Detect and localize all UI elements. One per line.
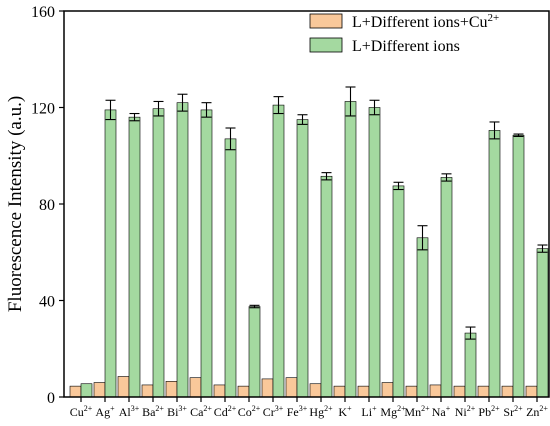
error-bar-mn bbox=[417, 225, 428, 251]
bar-ions-li bbox=[368, 107, 381, 398]
bar-ions-co bbox=[248, 306, 261, 398]
bar-ions-fe bbox=[296, 119, 309, 398]
bar-cu-fe bbox=[285, 377, 298, 398]
bar-ions-na bbox=[440, 177, 453, 398]
bar-cu-sr bbox=[501, 385, 514, 398]
bar-ions-k bbox=[344, 101, 357, 398]
error-bar-al bbox=[129, 112, 140, 122]
error-bar-k bbox=[345, 86, 356, 117]
x-tick-label-bi: Bi3+ bbox=[167, 404, 187, 419]
x-tick-label-al: Al3+ bbox=[119, 404, 140, 419]
error-bar-hg bbox=[321, 172, 332, 181]
legend-label-0: L+Different ions+Cu2+ bbox=[352, 12, 499, 31]
bar-ions-al bbox=[128, 116, 141, 398]
bar-ions-pb bbox=[488, 130, 501, 398]
error-bar-ag bbox=[105, 99, 116, 121]
bar-cu-k bbox=[333, 385, 346, 398]
x-tick-label-zn: Zn2+ bbox=[526, 404, 548, 419]
y-tick-label-2: 80 bbox=[39, 197, 55, 214]
bar-cu-mg bbox=[381, 382, 394, 398]
x-tick-label-ba: Ba2+ bbox=[142, 404, 164, 419]
bar-cu-ba bbox=[141, 384, 154, 398]
bar-cu-ca bbox=[189, 377, 202, 398]
bar-ions-ca bbox=[200, 109, 213, 398]
error-bar-pb bbox=[489, 121, 500, 140]
x-tick-label-k: K+ bbox=[338, 404, 352, 419]
bar-ions-ni bbox=[464, 332, 477, 398]
bar-cu-cu bbox=[69, 385, 82, 398]
bars-layer bbox=[69, 86, 549, 398]
error-bar-fe bbox=[297, 114, 308, 125]
bar-ions-mn bbox=[416, 237, 429, 398]
bar-cu-li bbox=[357, 385, 370, 398]
bar-ions-ba bbox=[152, 108, 165, 398]
error-bar-bi bbox=[177, 93, 188, 112]
bar-cu-co bbox=[237, 385, 250, 398]
x-tick-label-cu: Cu2+ bbox=[70, 404, 93, 419]
error-bar-ni bbox=[465, 326, 476, 340]
bar-cu-cr bbox=[261, 378, 274, 398]
error-bar-ba bbox=[153, 100, 164, 117]
x-tick-label-sr: Sr2+ bbox=[503, 404, 523, 419]
x-tick-label-mn: Mn2+ bbox=[404, 404, 430, 419]
y-tick-label-1: 40 bbox=[39, 294, 55, 311]
bar-ions-zn bbox=[536, 248, 549, 398]
error-bar-ca bbox=[201, 102, 212, 118]
bar-ions-cu bbox=[80, 383, 93, 398]
x-tick-label-li: Li+ bbox=[361, 404, 377, 419]
bar-cu-al bbox=[117, 376, 130, 398]
legend-label-1: L+Different ions bbox=[352, 38, 460, 55]
bar-cu-pb bbox=[477, 385, 490, 398]
legend-swatch-1 bbox=[309, 37, 343, 53]
error-bar-mg bbox=[393, 181, 404, 191]
x-tick-label-na: Na+ bbox=[432, 404, 451, 419]
bar-cu-bi bbox=[165, 381, 178, 398]
y-tick-label-3: 120 bbox=[31, 101, 55, 118]
bar-ions-sr bbox=[512, 134, 525, 398]
error-bar-sr bbox=[513, 133, 524, 137]
legend-swatch-0 bbox=[309, 13, 343, 29]
bar-cu-na bbox=[429, 384, 442, 398]
x-tick-label-pb: Pb2+ bbox=[478, 404, 500, 419]
error-bar-li bbox=[369, 99, 380, 116]
error-bar-cr bbox=[273, 96, 284, 115]
bar-cu-hg bbox=[309, 383, 322, 398]
bar-cu-ni bbox=[453, 385, 466, 398]
y-tick-label-0: 0 bbox=[47, 390, 55, 407]
x-tick-label-cr: Cr3+ bbox=[263, 404, 284, 419]
x-tick-label-cd: Cd2+ bbox=[214, 404, 237, 419]
error-bar-zn bbox=[537, 244, 548, 253]
legend: L+Different ions+Cu2+ L+Different ions bbox=[309, 12, 499, 55]
x-tick-label-mg: Mg2+ bbox=[380, 404, 406, 419]
x-tick-label-fe: Fe3+ bbox=[287, 404, 308, 419]
bar-ions-bi bbox=[176, 102, 189, 398]
error-bar-co bbox=[249, 304, 260, 309]
x-tick-label-ni: Ni2+ bbox=[455, 404, 476, 419]
bar-cu-ag bbox=[93, 382, 106, 398]
x-tick-label-hg: Hg2+ bbox=[309, 404, 333, 419]
x-tick-label-co: Co2+ bbox=[238, 404, 261, 419]
bar-ions-cr bbox=[272, 104, 285, 398]
bar-ions-cd bbox=[224, 138, 237, 398]
y-axis: 0 40 80 120 160 bbox=[31, 4, 64, 407]
bar-ions-ag bbox=[104, 109, 117, 398]
error-bar-na bbox=[441, 173, 452, 182]
x-tick-label-ag: Ag+ bbox=[95, 404, 115, 419]
bar-ions-hg bbox=[320, 175, 333, 398]
x-axis: Cu2+ Ag+ Al3+ Ba2+ Bi3+ Ca2+ Cd2+ Co2+ Cr3+ Fe3+ H… bbox=[70, 397, 548, 419]
y-tick-label-4: 160 bbox=[31, 4, 55, 21]
bar-ions-mg bbox=[392, 185, 405, 398]
y-axis-label: Fluorescence Intensity (a.u.) bbox=[5, 96, 26, 312]
bar-cu-zn bbox=[525, 385, 538, 398]
x-tick-label-ca: Ca2+ bbox=[190, 404, 212, 419]
error-bar-cd bbox=[225, 127, 236, 151]
bar-cu-mn bbox=[405, 385, 418, 398]
bar-cu-cd bbox=[213, 384, 226, 398]
